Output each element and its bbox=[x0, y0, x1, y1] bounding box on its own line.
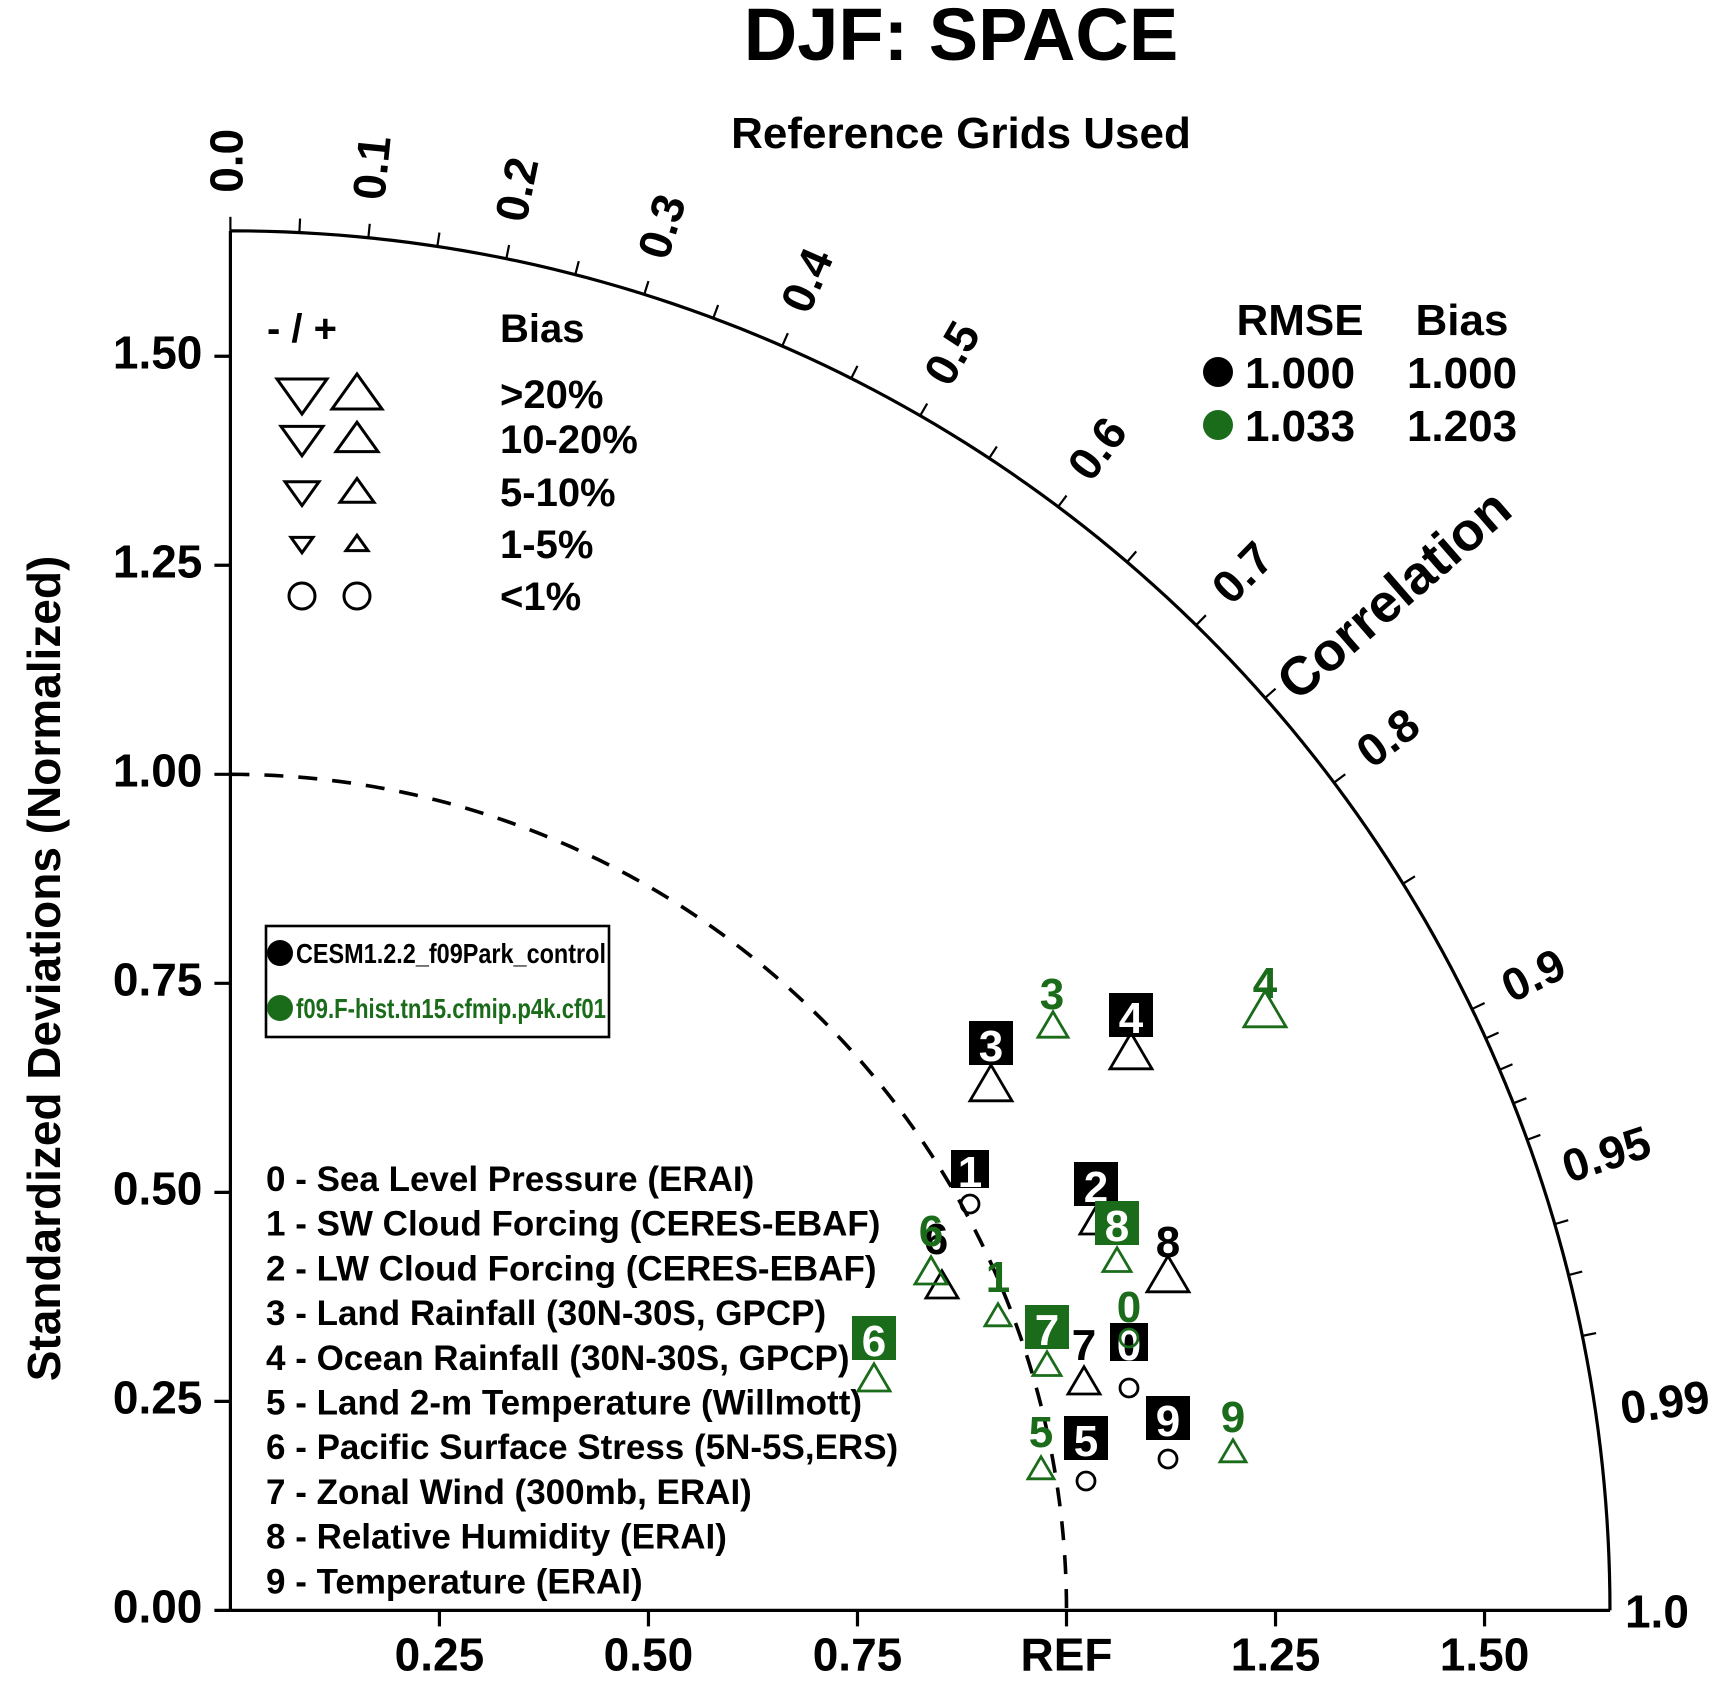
svg-text:8: 8 bbox=[1105, 1202, 1129, 1251]
svg-text:0.25: 0.25 bbox=[395, 1628, 485, 1680]
svg-text:0.75: 0.75 bbox=[813, 1628, 903, 1680]
svg-text:f09.F-hist.tn15.cfmip.p4k.cf01: f09.F-hist.tn15.cfmip.p4k.cf01 bbox=[296, 993, 606, 1024]
svg-text:DJF: SPACE: DJF: SPACE bbox=[744, 0, 1178, 76]
svg-text:1.203: 1.203 bbox=[1407, 402, 1517, 451]
svg-text:0.99: 0.99 bbox=[1617, 1370, 1713, 1434]
svg-text:0.8: 0.8 bbox=[1347, 698, 1429, 778]
svg-text:1.50: 1.50 bbox=[113, 326, 203, 378]
svg-text:Standardized Deviations (Norma: Standardized Deviations (Normalized) bbox=[18, 556, 70, 1382]
svg-text:5 - Land 2-m Temperature (Will: 5 - Land 2-m Temperature (Willmott) bbox=[266, 1384, 862, 1423]
svg-text:1: 1 bbox=[958, 1148, 982, 1197]
svg-text:0.4: 0.4 bbox=[770, 240, 843, 320]
svg-text:2 - LW Cloud Forcing (CERES-EB: 2 - LW Cloud Forcing (CERES-EBAF) bbox=[266, 1249, 877, 1288]
svg-text:1.50: 1.50 bbox=[1440, 1628, 1530, 1680]
svg-text:<1%: <1% bbox=[500, 575, 581, 619]
svg-text:0.75: 0.75 bbox=[113, 953, 203, 1005]
svg-text:0.50: 0.50 bbox=[113, 1163, 203, 1215]
svg-text:1 - SW Cloud Forcing (CERES-EB: 1 - SW Cloud Forcing (CERES-EBAF) bbox=[266, 1205, 880, 1244]
svg-text:6: 6 bbox=[919, 1207, 943, 1256]
svg-text:1: 1 bbox=[986, 1253, 1010, 1302]
svg-text:1.000: 1.000 bbox=[1245, 349, 1355, 398]
svg-text:Correlation: Correlation bbox=[1266, 478, 1523, 712]
svg-text:4: 4 bbox=[1253, 959, 1278, 1008]
svg-text:1.25: 1.25 bbox=[1231, 1628, 1321, 1680]
svg-text:0.0: 0.0 bbox=[201, 129, 253, 193]
svg-text:Bias: Bias bbox=[1416, 296, 1509, 345]
svg-text:8 - Relative Humidity (ERAI): 8 - Relative Humidity (ERAI) bbox=[266, 1518, 727, 1557]
svg-text:10-20%: 10-20% bbox=[500, 418, 638, 462]
svg-text:REF: REF bbox=[1021, 1628, 1113, 1680]
svg-text:CESM1.2.2_f09Park_control: CESM1.2.2_f09Park_control bbox=[296, 938, 606, 969]
svg-text:0.7: 0.7 bbox=[1201, 531, 1283, 613]
svg-text:1.00: 1.00 bbox=[113, 744, 203, 796]
svg-text:RMSE: RMSE bbox=[1236, 296, 1363, 345]
svg-text:1.0: 1.0 bbox=[1625, 1586, 1689, 1638]
svg-text:1.033: 1.033 bbox=[1245, 402, 1355, 451]
svg-text:9: 9 bbox=[1221, 1393, 1245, 1442]
svg-text:Bias: Bias bbox=[500, 307, 585, 351]
svg-text:8: 8 bbox=[1156, 1218, 1180, 1267]
svg-text:5-10%: 5-10% bbox=[500, 471, 616, 515]
svg-text:0.00: 0.00 bbox=[113, 1581, 203, 1633]
svg-text:6 - Pacific Surface Stress (5N: 6 - Pacific Surface Stress (5N-5S,ERS) bbox=[266, 1428, 898, 1467]
svg-text:1.000: 1.000 bbox=[1407, 349, 1517, 398]
svg-text:6: 6 bbox=[862, 1317, 886, 1366]
svg-text:0.6: 0.6 bbox=[1057, 407, 1137, 489]
svg-text:0.5: 0.5 bbox=[913, 312, 990, 393]
svg-text:7 - Zonal Wind (300mb, ERAI): 7 - Zonal Wind (300mb, ERAI) bbox=[266, 1473, 752, 1512]
svg-text:- / +: - / + bbox=[267, 307, 337, 351]
svg-text:0.9: 0.9 bbox=[1493, 938, 1573, 1013]
svg-text:0.1: 0.1 bbox=[342, 133, 400, 202]
svg-text:3 - Land Rainfall (30N-30S, GP: 3 - Land Rainfall (30N-30S, GPCP) bbox=[266, 1294, 826, 1333]
svg-text:4 - Ocean Rainfall (30N-30S, G: 4 - Ocean Rainfall (30N-30S, GPCP) bbox=[266, 1339, 850, 1378]
svg-text:0.50: 0.50 bbox=[604, 1628, 694, 1680]
svg-text:0.95: 0.95 bbox=[1556, 1115, 1657, 1192]
svg-text:0: 0 bbox=[1117, 1283, 1141, 1332]
svg-text:Reference Grids Used: Reference Grids Used bbox=[731, 109, 1191, 158]
svg-text:>20%: >20% bbox=[500, 373, 603, 417]
svg-text:0.3: 0.3 bbox=[627, 188, 696, 265]
svg-text:1-5%: 1-5% bbox=[500, 523, 593, 567]
svg-text:5: 5 bbox=[1029, 1408, 1053, 1457]
svg-text:5: 5 bbox=[1074, 1417, 1098, 1466]
svg-text:7: 7 bbox=[1035, 1306, 1059, 1355]
svg-text:9 - Temperature (ERAI): 9 - Temperature (ERAI) bbox=[266, 1562, 643, 1601]
svg-text:0 - Sea Level Pressure (ERAI): 0 - Sea Level Pressure (ERAI) bbox=[266, 1160, 754, 1199]
svg-text:0.25: 0.25 bbox=[113, 1372, 203, 1424]
svg-text:7: 7 bbox=[1072, 1321, 1096, 1370]
svg-text:0.2: 0.2 bbox=[485, 153, 549, 226]
svg-text:1.25: 1.25 bbox=[113, 535, 203, 587]
svg-text:9: 9 bbox=[1156, 1397, 1180, 1446]
